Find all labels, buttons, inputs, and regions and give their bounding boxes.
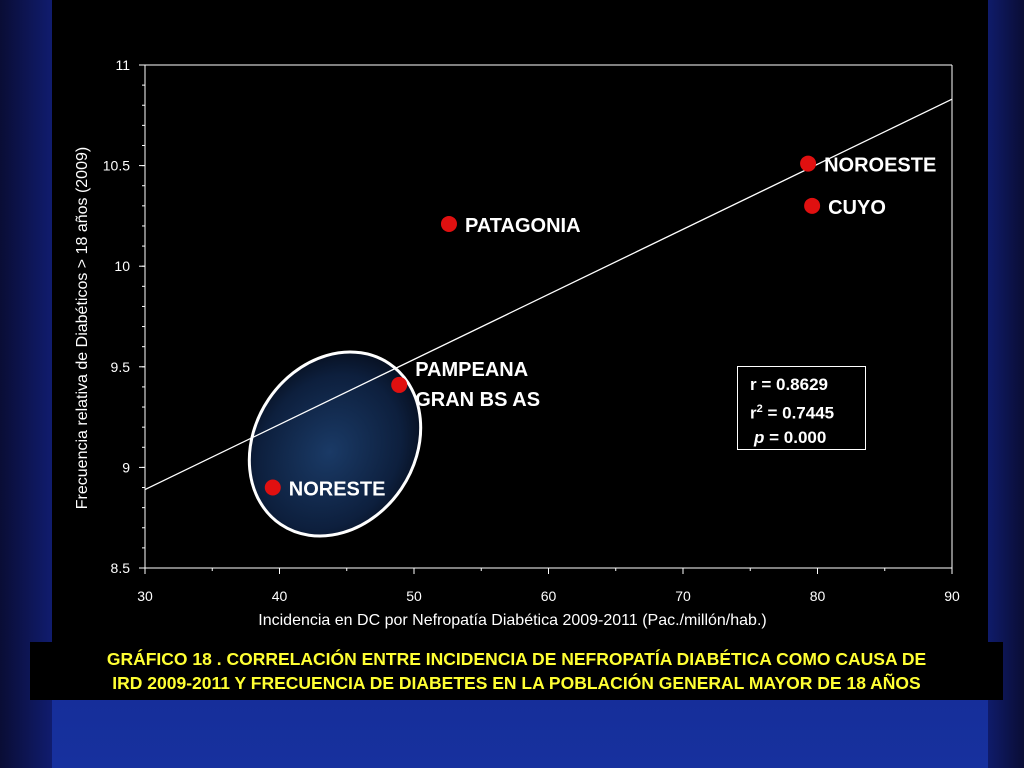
scatter-chart: 30 40 50 60 70 80 90 11 10.5 10 9.5 9 8.5 Incidencia …	[74, 57, 960, 629]
stats-r: r = 0.8629	[750, 373, 865, 397]
stats-p: p = 0.000	[750, 426, 865, 450]
y-tick-label: 9	[122, 459, 130, 475]
x-tick-label: 30	[137, 588, 153, 604]
chart-caption-box: GRÁFICO 18 . CORRELACIÓN ENTRE INCIDENCI…	[30, 642, 1003, 700]
data-point-label: PATAGONIA	[465, 215, 581, 237]
x-tick-label: 70	[675, 588, 691, 604]
y-tick-label: 8.5	[111, 560, 131, 576]
correlation-stats-box: r = 0.8629 r2 = 0.7445 p = 0.000	[737, 366, 866, 450]
stats-r-text: r = 0.8629	[750, 375, 828, 394]
data-point-label: NOROESTE	[824, 155, 936, 177]
trend-line	[144, 98, 953, 491]
y-tick-label: 9.5	[111, 359, 131, 375]
x-tick-label: 50	[406, 588, 422, 604]
x-tick-label: 60	[541, 588, 557, 604]
data-point	[264, 479, 281, 496]
y-tick-label: 10	[114, 258, 130, 274]
x-tick-label: 40	[272, 588, 288, 604]
x-tick-label: 90	[944, 588, 960, 604]
slide-background-left	[0, 0, 52, 768]
slide-background-right	[988, 0, 1024, 768]
stats-r2-value: = 0.7445	[762, 403, 835, 423]
y-tick-label: 11	[115, 57, 130, 73]
caption-line-2: IRD 2009-2011 Y FRECUENCIA DE DIABETES E…	[112, 673, 921, 693]
data-point-label: PAMPEANA	[415, 359, 528, 381]
x-axis-title: Incidencia en DC por Nefropatía Diabétic…	[258, 612, 766, 629]
caption-line-1: GRÁFICO 18 . CORRELACIÓN ENTRE INCIDENCI…	[106, 649, 927, 669]
data-point	[440, 215, 457, 232]
data-point-label: NORESTE	[289, 479, 386, 501]
cluster-highlight-ellipse	[247, 350, 423, 538]
data-point	[804, 197, 821, 214]
x-tick-label: 80	[810, 588, 826, 604]
stats-p-prefix: p	[754, 427, 765, 447]
stats-r2-prefix: r	[750, 403, 757, 423]
data-point	[800, 155, 817, 172]
stats-r2-sup: 2	[756, 403, 763, 415]
data-point	[391, 376, 408, 393]
data-point-label: CUYO	[828, 197, 886, 219]
stats-p-value: = 0.000	[764, 427, 827, 447]
chart-panel	[52, 0, 988, 642]
stats-r2: r2 = 0.7445	[750, 397, 865, 426]
y-axis-title: Frecuencia relativa de Diabéticos > 18 a…	[74, 147, 91, 509]
y-tick-label: 10.5	[103, 158, 130, 174]
data-point-label: GRAN BS AS	[415, 389, 540, 411]
